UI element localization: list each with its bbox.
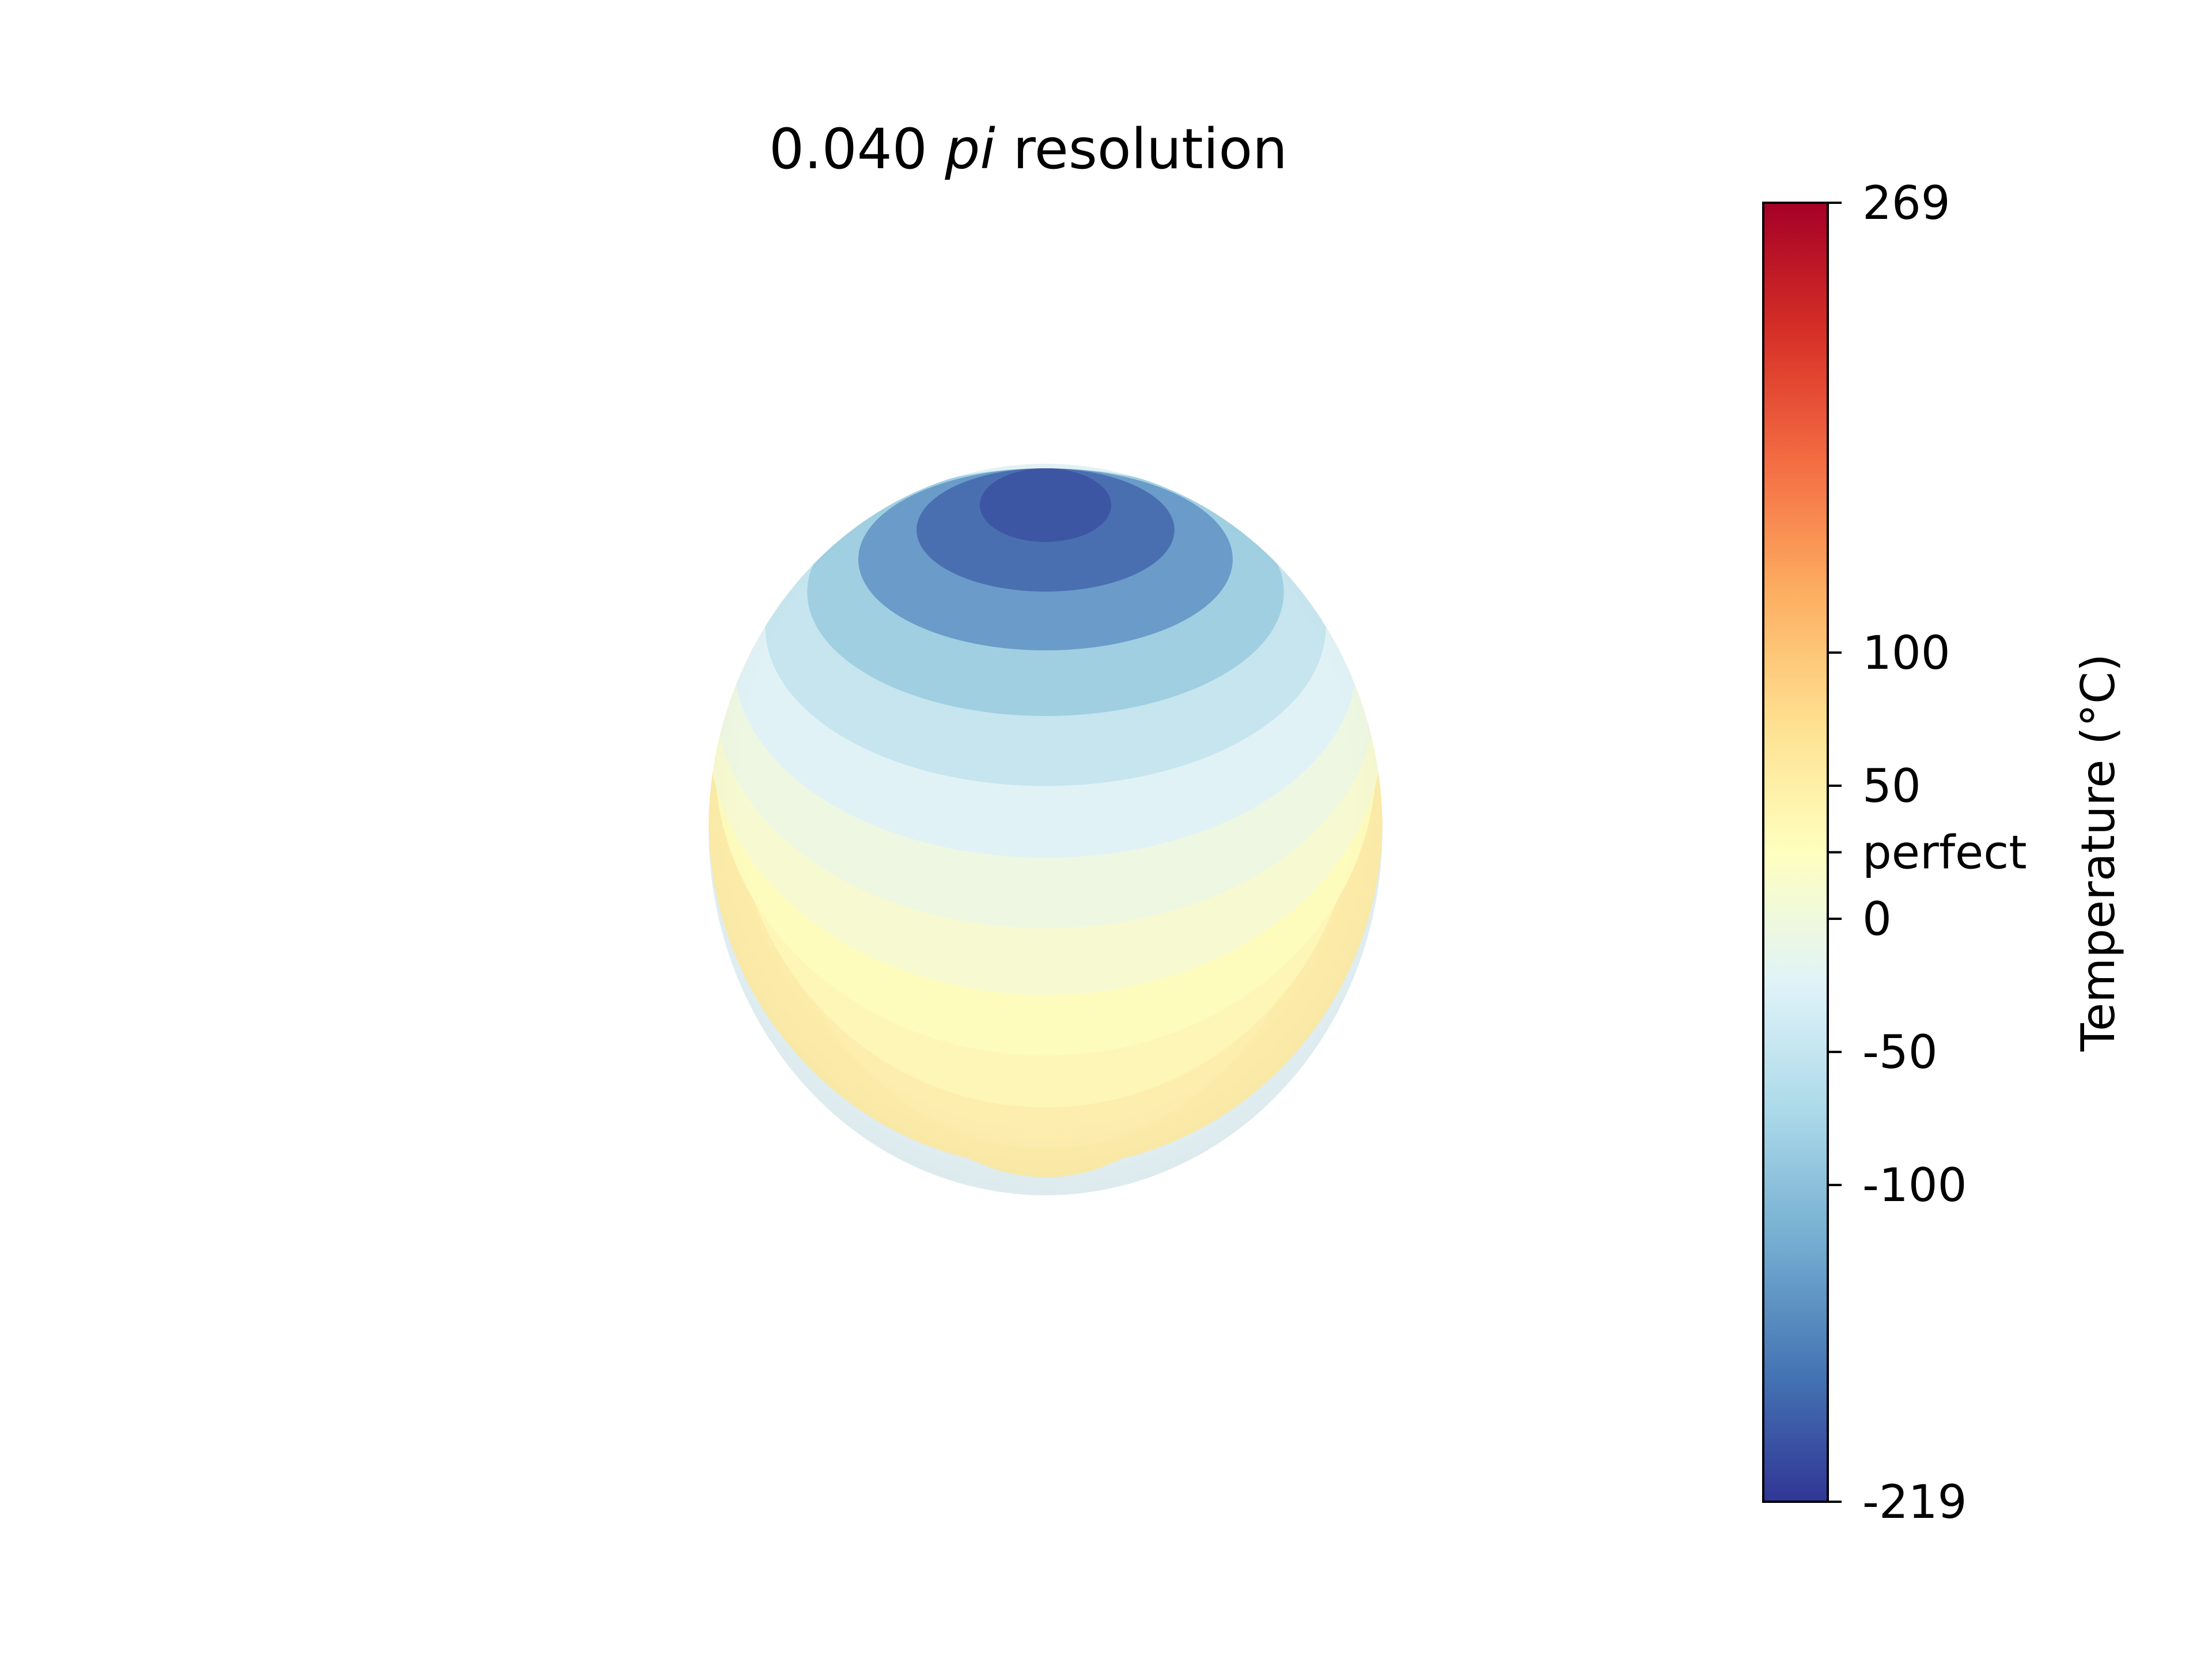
sphere-shading — [709, 464, 1382, 1195]
colorbar-label: Temperature (°C) — [2071, 654, 2125, 1052]
colorbar-tick-label: -219 — [1862, 1475, 1967, 1529]
chart-title: 0.040 pi resolution — [769, 117, 1287, 181]
title-rest: resolution — [1013, 117, 1287, 181]
colorbar-tick-label: 0 — [1862, 892, 1892, 946]
colorbar-tick-label: 100 — [1862, 626, 1950, 680]
colorbar-tick-label: -100 — [1862, 1158, 1967, 1212]
title-number: 0.040 — [769, 117, 927, 181]
title-italic: pi — [944, 117, 995, 181]
colorbar-ticks: 269 100 50 perfect 0 -50 -100 -219 — [1828, 176, 2027, 1529]
colorbar-tick-label: perfect — [1862, 826, 2027, 880]
colorbar — [1762, 202, 1829, 1503]
colorbar-tick-label: -50 — [1862, 1025, 1938, 1079]
colorbar-tick-label: 50 — [1862, 759, 1921, 813]
colorbar-tick-label: 269 — [1862, 176, 1950, 230]
